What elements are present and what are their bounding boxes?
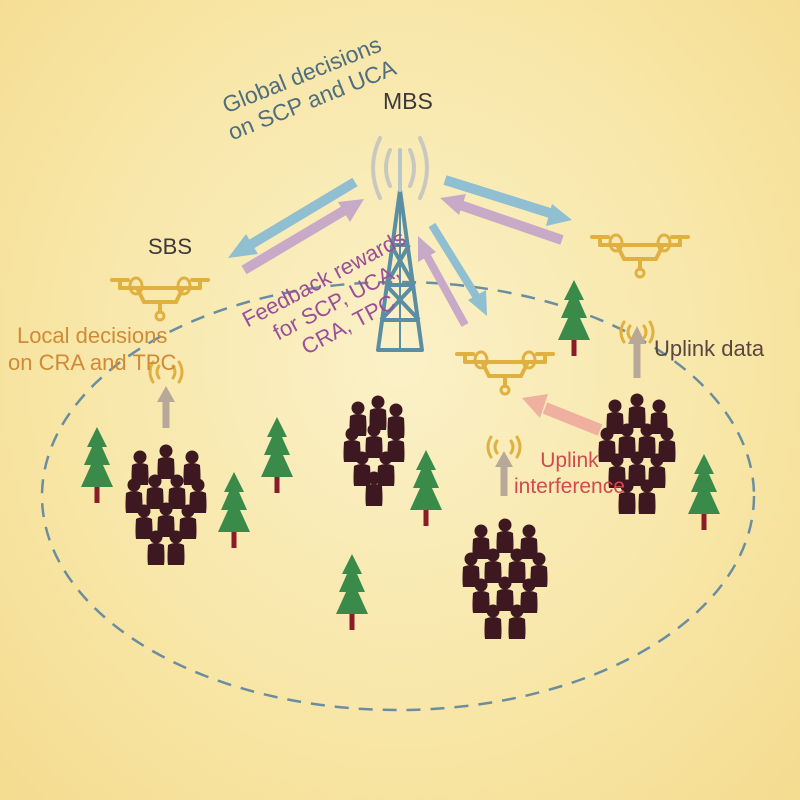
tree-icon: [81, 427, 113, 503]
local-decisions-line-1: Local decisions: [16, 323, 168, 348]
tree-icon: [336, 554, 368, 630]
crowd-icon-left: [125, 444, 207, 565]
local-decisions-line-2: on CRA and TPC: [8, 350, 177, 375]
crowd-icon-center: [343, 395, 405, 506]
tree-icon: [261, 417, 293, 493]
tree-icon: [218, 472, 250, 548]
sbs-label: SBS: [148, 234, 193, 259]
uplink-data-label: Uplink data: [654, 336, 765, 361]
uplink-arrow-right: [628, 326, 646, 378]
drone-icon-right: [590, 233, 690, 279]
downlink-arrow-left: [228, 177, 358, 258]
downlink-arrow-middle: [428, 222, 487, 316]
feedback-arrow-right: [440, 194, 564, 245]
downlink-arrow-right: [443, 175, 572, 226]
interference-arrow: [522, 394, 603, 436]
crowd-icon-bottom: [462, 518, 548, 639]
local-decisions-label: Local decisions on CRA and TPC: [8, 322, 176, 376]
tree-icon: [410, 450, 442, 526]
tree-icon: [688, 454, 720, 530]
broadcast-signal-icon: [371, 136, 429, 200]
feedback-arrow-left: [241, 199, 364, 275]
tree-icon: [558, 280, 590, 356]
coverage-ellipse: [40, 280, 756, 712]
drone-icon-middle: [455, 350, 555, 396]
uplink-arrow-sbs: [157, 386, 175, 428]
mbs-label: MBS: [383, 88, 433, 114]
drone-icon-sbs: [110, 276, 210, 322]
uplink-interference-line-2: interference: [514, 475, 625, 498]
uplink-interference-label: Uplink interference: [514, 448, 625, 500]
uplink-interference-line-1: Uplink: [540, 449, 599, 472]
uplink-arrow-middle: [495, 451, 513, 496]
feedback-arrow-middle: [418, 236, 469, 327]
tower-icon: [376, 188, 424, 352]
